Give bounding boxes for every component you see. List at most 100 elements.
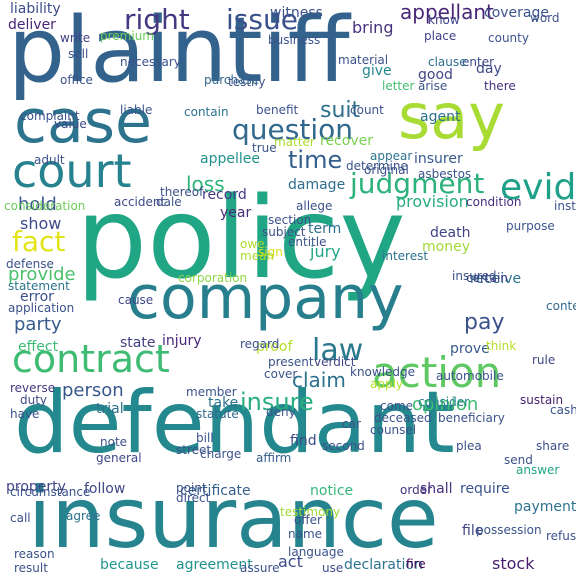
cloud-word: instruction [554, 199, 576, 213]
cloud-word: entitle [288, 235, 327, 249]
cloud-word: right [124, 3, 190, 36]
cloud-word: liability [10, 1, 61, 17]
cloud-word: property [6, 479, 66, 495]
cloud-word: present [268, 355, 314, 369]
cloud-word: proof [256, 339, 293, 355]
cloud-word: agreement [176, 557, 253, 573]
cloud-word: file [462, 523, 484, 539]
cloud-word: receive [470, 271, 522, 287]
cloud-word: question [232, 113, 353, 146]
cloud-word: member [186, 385, 237, 399]
cloud-word: policy [76, 174, 406, 304]
cloud-word: statement [8, 279, 70, 293]
cloud-word: money [422, 239, 470, 255]
cloud-word: note [100, 435, 128, 449]
cloud-word: declaration [344, 557, 423, 573]
cloud-word: good [418, 67, 453, 83]
cloud-word: act [278, 552, 303, 571]
cloud-word: judgment [350, 167, 485, 200]
cloud-word: section [268, 213, 312, 227]
cloud-word: court [12, 144, 132, 198]
cloud-word: purpose [506, 219, 555, 233]
cloud-word: contain [184, 105, 229, 119]
cloud-word: testimony [280, 505, 341, 519]
cloud-word: reverse [10, 381, 56, 395]
cloud-word: direct [176, 491, 211, 505]
cloud-word: apply [370, 377, 404, 391]
cloud-word: opinion [412, 394, 479, 415]
cloud-word: because [100, 557, 159, 573]
cloud-word: car [342, 417, 361, 431]
cloud-word: deceased [374, 411, 432, 425]
cloud-word: stock [492, 554, 535, 573]
cloud-word: prove [450, 341, 490, 357]
cloud-word: give [362, 63, 392, 79]
cloud-word: regard [240, 337, 280, 351]
cloud-word: condition [466, 195, 522, 209]
cloud-word: effect [18, 339, 59, 355]
cloud-word: accident [114, 195, 166, 209]
cloud-word: send [504, 453, 533, 467]
cloud-word: time [288, 146, 343, 174]
cloud-word: answer [516, 463, 560, 477]
cloud-word: business [268, 33, 321, 47]
cloud-word: certain [466, 271, 508, 285]
cloud-word: offer [294, 513, 322, 527]
cloud-word: trial [96, 401, 124, 417]
cloud-word: interest [382, 249, 429, 263]
cloud-word: matter [274, 135, 315, 149]
cloud-word: plea [456, 439, 482, 453]
cloud-word: loss [186, 172, 225, 196]
cloud-word: duty [20, 393, 48, 407]
cloud-word: corporation [178, 271, 248, 285]
cloud-word: follow [84, 481, 126, 497]
cloud-word: agree [66, 509, 101, 523]
cloud-word: claim [292, 368, 346, 392]
cloud-word: deny [266, 405, 296, 419]
cloud-word: original [364, 163, 409, 177]
cloud-word: consideration [4, 199, 86, 213]
cloud-word: county [488, 31, 529, 45]
cloud-word: testify [228, 75, 266, 89]
cloud-word: application [8, 301, 75, 315]
cloud-word: assure [240, 561, 280, 575]
cloud-word: recover [320, 133, 373, 149]
cloud-word: pay [464, 310, 505, 335]
cloud-word: language [288, 545, 344, 559]
cloud-word: true [252, 141, 277, 155]
cloud-word: provision [396, 192, 469, 211]
cloud-word: deliver [8, 17, 56, 33]
cloud-word: street [176, 443, 212, 457]
cloud-word: appellant [400, 0, 494, 24]
cloud-word: call [10, 511, 31, 525]
cloud-word: contract [12, 337, 170, 381]
cloud-word: beneficiary [438, 411, 505, 425]
cloud-word: consider [418, 395, 470, 409]
cloud-word: second [322, 439, 365, 453]
cloud-word: share [536, 439, 570, 453]
cloud-word: state [120, 335, 156, 351]
cloud-word: point [176, 481, 207, 495]
cloud-word: notice [310, 483, 354, 499]
cloud-word: shall [420, 481, 453, 497]
cloud-word: error [20, 289, 54, 305]
cloud-word: suit [320, 98, 361, 123]
cloud-word: term [308, 221, 342, 237]
cloud-word: provide [8, 264, 76, 285]
cloud-word: arise [418, 79, 448, 93]
cloud-word: write [60, 31, 91, 45]
cloud-word: general [96, 451, 142, 465]
cloud-word: liable [120, 103, 153, 117]
cloud-word: adult [34, 153, 65, 167]
cloud-word: defendant [14, 373, 455, 473]
cloud-word: certificate [180, 483, 251, 499]
cloud-word: premium [100, 29, 154, 43]
cloud-word: come [380, 399, 414, 413]
cloud-word: letter [382, 79, 415, 93]
cloud-word: use [322, 561, 344, 575]
cloud-word: appellee [200, 151, 260, 167]
cloud-word: clause [428, 55, 467, 69]
cloud-word: show [20, 214, 62, 233]
cloud-word: subject [262, 225, 306, 239]
